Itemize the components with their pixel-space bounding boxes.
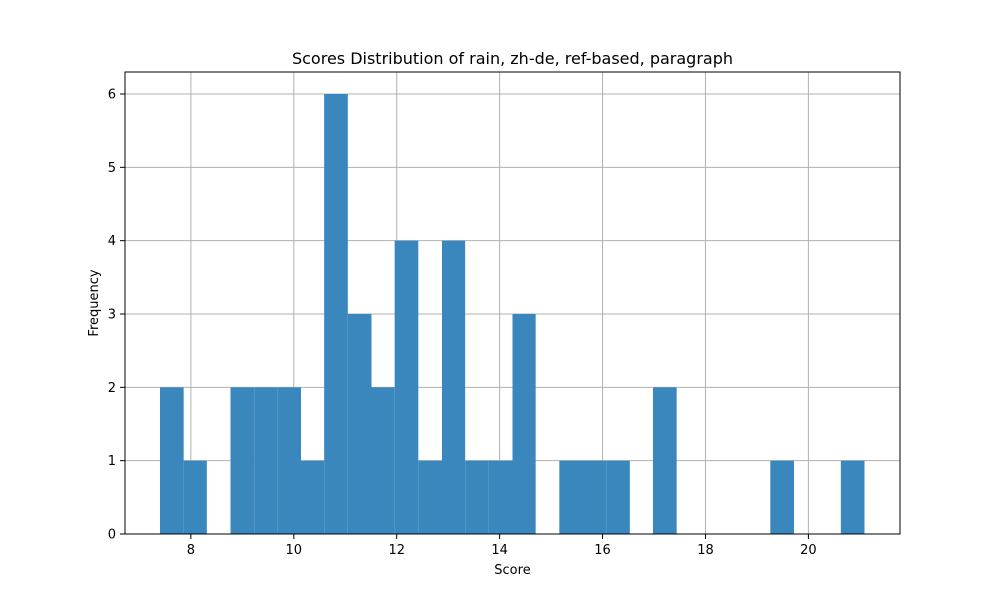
histogram-bar bbox=[254, 387, 278, 534]
plot-frame bbox=[124, 71, 901, 535]
histogram-bar bbox=[394, 240, 419, 534]
histogram-bar bbox=[582, 460, 607, 534]
histogram-bar bbox=[606, 460, 630, 534]
x-tick-label: 10 bbox=[286, 543, 303, 558]
y-axis-label: Frequency bbox=[87, 269, 102, 336]
histogram-bar bbox=[347, 314, 372, 534]
x-tick-label: 8 bbox=[187, 543, 195, 558]
y-tick-label: 1 bbox=[108, 454, 116, 469]
bars-layer bbox=[159, 94, 865, 534]
histogram-bar bbox=[465, 460, 489, 534]
x-axis-label: Score bbox=[494, 563, 530, 578]
histogram-bar bbox=[770, 460, 794, 534]
histogram-bar bbox=[300, 460, 325, 534]
histogram-bar bbox=[840, 460, 865, 534]
y-tick-label: 5 bbox=[108, 161, 116, 176]
chart-title: Scores Distribution of rain, zh-de, ref-… bbox=[292, 49, 733, 68]
y-tick-label: 0 bbox=[108, 528, 116, 543]
y-tick-label: 4 bbox=[108, 234, 116, 249]
histogram-bar bbox=[230, 387, 255, 534]
histogram-bar bbox=[441, 240, 466, 534]
x-tick-label: 16 bbox=[594, 543, 611, 558]
histogram-bar bbox=[183, 460, 207, 534]
histogram-bar bbox=[324, 94, 348, 534]
y-tick-label: 3 bbox=[108, 308, 116, 323]
histogram-bar bbox=[371, 387, 395, 534]
histogram-bar bbox=[559, 460, 583, 534]
histogram-bar bbox=[159, 387, 184, 534]
y-tick-label: 2 bbox=[108, 381, 116, 396]
histogram-bar bbox=[277, 387, 301, 534]
histogram-bar bbox=[652, 387, 677, 534]
y-tick-label: 6 bbox=[108, 88, 116, 103]
histogram-bar bbox=[418, 460, 442, 534]
x-tick-label: 20 bbox=[800, 543, 817, 558]
x-tick-label: 18 bbox=[697, 543, 714, 558]
histogram-bar bbox=[488, 460, 513, 534]
x-tick-label: 12 bbox=[388, 543, 405, 558]
x-tick-label: 14 bbox=[491, 543, 508, 558]
histogram-bar bbox=[512, 314, 536, 534]
